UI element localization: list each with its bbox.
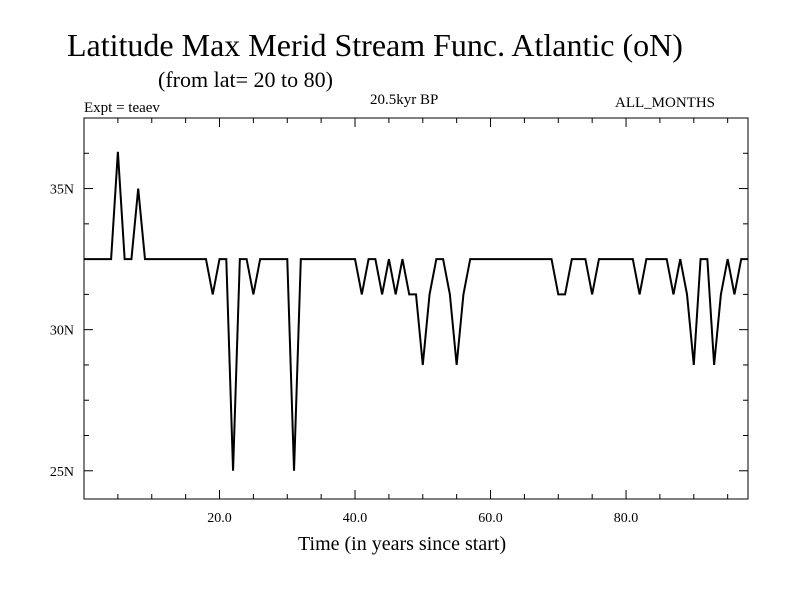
- plot-frame: [83, 117, 749, 500]
- chart-subtitle: (from lat= 20 to 80): [158, 67, 333, 92]
- months-label: ALL_MONTHS: [615, 95, 715, 111]
- x-tick-label: 60.0: [478, 511, 503, 526]
- x-axis-label: Time (in years since start): [298, 533, 507, 555]
- period-label: 20.5kyr BP: [370, 92, 439, 108]
- y-tick-label: 25N: [50, 465, 74, 480]
- chart-title: Latitude Max Merid Stream Func. Atlantic…: [67, 27, 683, 63]
- tick-labels: 20.0 40.0 60.0 80.0 25N 30N 35N: [50, 183, 638, 526]
- x-tick-label: 20.0: [207, 511, 232, 526]
- series-layer: [84, 151, 748, 471]
- x-tick-label: 80.0: [614, 511, 639, 526]
- axis-ticks: [84, 118, 748, 499]
- y-tick-label: 35N: [50, 183, 74, 198]
- experiment-label: Expt = teaev: [84, 100, 160, 116]
- series-line: [84, 151, 748, 471]
- x-tick-label: 40.0: [343, 511, 368, 526]
- y-tick-label: 30N: [50, 324, 74, 339]
